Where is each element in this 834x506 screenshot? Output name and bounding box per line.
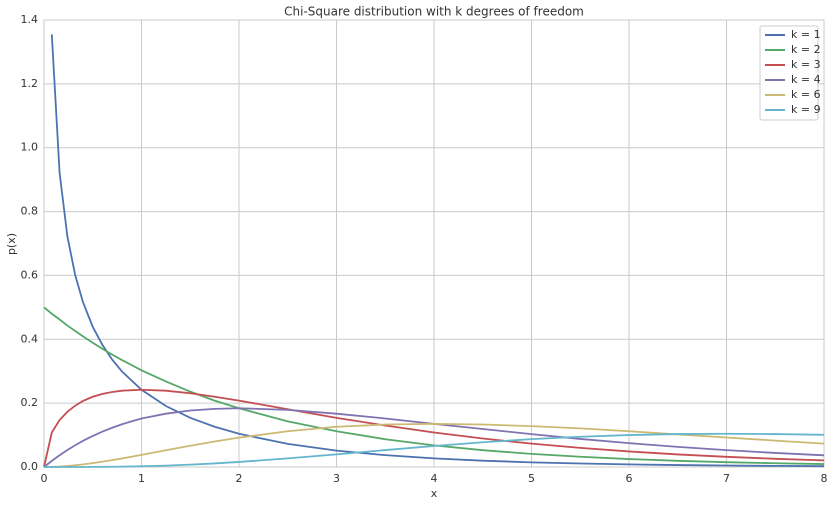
legend-label: k = 2 xyxy=(791,43,821,56)
legend-label: k = 9 xyxy=(791,103,821,116)
series-line xyxy=(43,407,825,468)
x-tick-label: 1 xyxy=(138,472,145,485)
y-tick-label: 1.2 xyxy=(21,77,39,90)
y-tick-label: 0.8 xyxy=(21,205,39,218)
series-line xyxy=(50,34,825,468)
legend-label: k = 4 xyxy=(791,73,821,86)
x-axis-label: x xyxy=(431,487,438,500)
x-tick-label: 5 xyxy=(528,472,535,485)
legend-label: k = 3 xyxy=(791,58,821,71)
series-line xyxy=(44,432,825,468)
x-tick-label: 2 xyxy=(236,472,243,485)
series-line xyxy=(43,422,825,468)
y-tick-label: 0.2 xyxy=(21,396,39,409)
y-tick-label: 1.0 xyxy=(21,141,39,154)
x-tick-label: 0 xyxy=(41,472,48,485)
y-tick-label: 0.4 xyxy=(21,332,39,345)
x-tick-label: 7 xyxy=(723,472,730,485)
x-tick-label: 8 xyxy=(821,472,828,485)
chart-title: Chi-Square distribution with k degrees o… xyxy=(284,5,584,19)
y-axis-label: p(x) xyxy=(5,233,18,255)
legend-label: k = 6 xyxy=(791,88,821,101)
x-tick-label: 6 xyxy=(626,472,633,485)
series-line xyxy=(43,306,825,465)
x-tick-label: 3 xyxy=(333,472,340,485)
series-line xyxy=(43,388,825,468)
plot-frame xyxy=(43,19,825,468)
y-tick-label: 0.6 xyxy=(21,268,39,281)
legend-label: k = 1 xyxy=(791,28,821,41)
y-tick-label: 0.0 xyxy=(21,460,39,473)
y-tick-label: 1.4 xyxy=(21,13,39,26)
x-tick-label: 4 xyxy=(431,472,438,485)
